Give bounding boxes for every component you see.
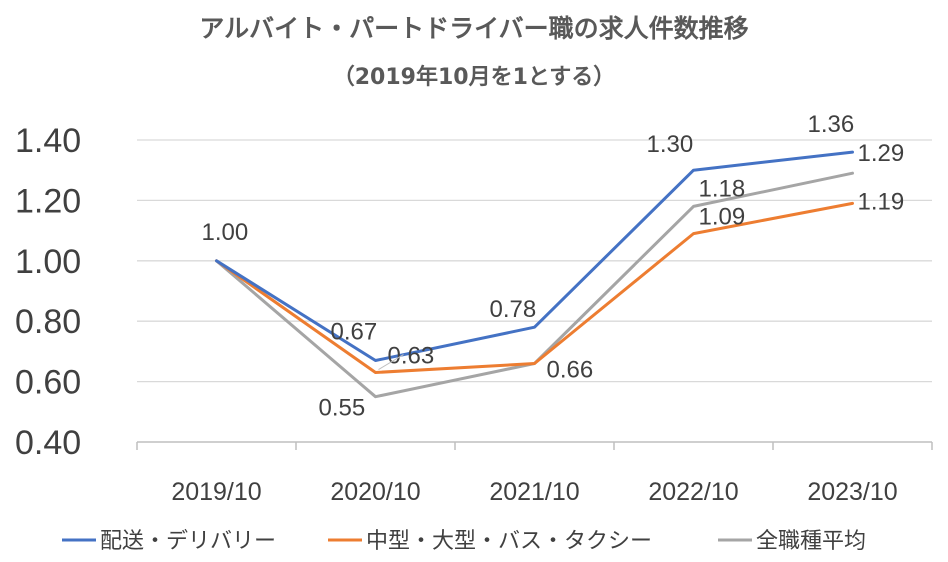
data-labels: 1.00 0.67 0.78 1.30 1.36 0.63 0.66 1.09 1.19 0.55… bbox=[202, 111, 905, 422]
y-tick-label: 1.40 bbox=[15, 122, 81, 160]
data-label: 0.66 bbox=[547, 356, 594, 383]
chart-subtitle: （2019年10月を1とする） bbox=[333, 64, 616, 90]
series-line-1 bbox=[215, 201, 854, 374]
data-label: 1.30 bbox=[647, 131, 694, 158]
x-axis-ticks: 2019/10 2020/10 2021/10 2022/10 2023/10 bbox=[136, 442, 933, 506]
data-label: 1.19 bbox=[858, 188, 905, 215]
gridlines bbox=[137, 139, 932, 443]
legend: 配送・デリバリー 中型・大型・バス・タクシー 全職種平均 bbox=[62, 529, 866, 554]
y-tick-label: 0.80 bbox=[15, 303, 81, 341]
data-label: 1.09 bbox=[699, 204, 746, 231]
x-tick-label: 2023/10 bbox=[807, 478, 897, 506]
x-tick-label: 2019/10 bbox=[171, 478, 261, 506]
data-label: 1.36 bbox=[808, 111, 855, 138]
y-tick-label: 1.00 bbox=[15, 243, 81, 281]
series-lines bbox=[215, 150, 854, 399]
y-axis-ticks: 0.40 0.60 0.80 1.00 1.20 1.40 bbox=[15, 122, 81, 462]
y-tick-label: 0.60 bbox=[15, 364, 81, 402]
data-label: 0.78 bbox=[490, 296, 537, 323]
series-line-0 bbox=[215, 150, 854, 362]
data-label: 1.00 bbox=[202, 219, 249, 246]
x-tick-label: 2022/10 bbox=[648, 478, 738, 506]
x-tick-label: 2020/10 bbox=[330, 478, 420, 506]
leader-line bbox=[378, 354, 404, 370]
data-label: 0.55 bbox=[319, 395, 366, 422]
chart-title: アルバイト・パートドライバー職の求人件数推移 bbox=[199, 14, 748, 43]
data-label: 1.29 bbox=[858, 140, 905, 167]
legend-label: 中型・大型・バス・タクシー bbox=[366, 529, 652, 554]
y-tick-label: 0.40 bbox=[15, 424, 81, 462]
legend-label: 全職種平均 bbox=[756, 529, 866, 554]
data-label: 0.67 bbox=[331, 318, 378, 345]
legend-label: 配送・デリバリー bbox=[100, 529, 276, 554]
y-tick-label: 1.20 bbox=[15, 182, 81, 220]
data-label: 1.18 bbox=[699, 175, 746, 202]
data-label: 0.63 bbox=[388, 343, 435, 370]
x-tick-label: 2021/10 bbox=[489, 478, 579, 506]
